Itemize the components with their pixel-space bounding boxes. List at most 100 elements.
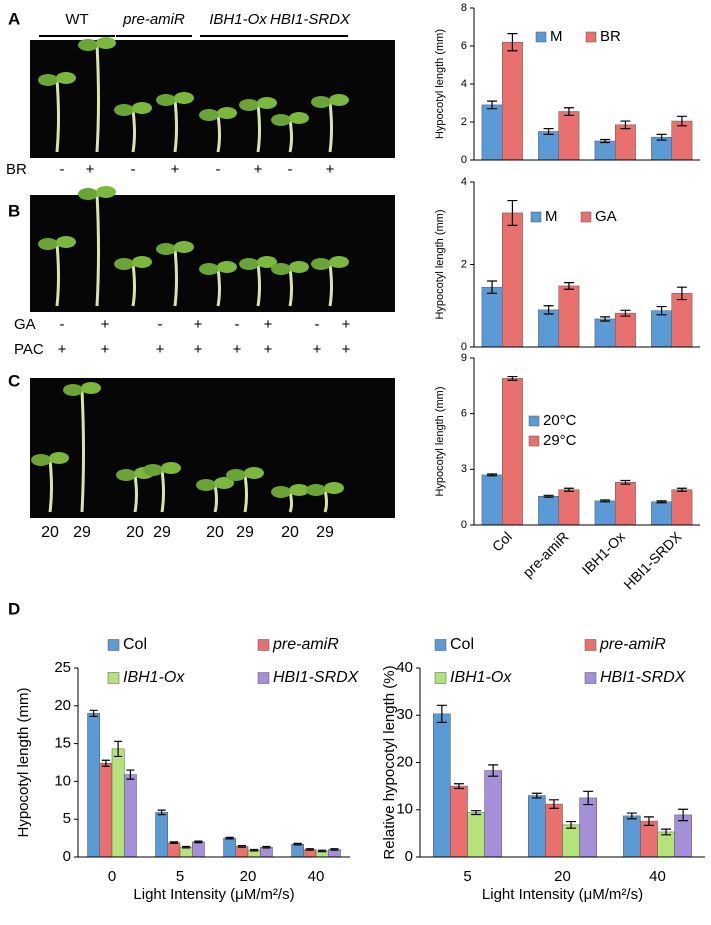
seedling-stem [256, 263, 261, 307]
seedling-stem [55, 79, 60, 153]
cotyledon [132, 256, 152, 268]
legend-label: IBH1-Ox [450, 669, 512, 686]
y-tick-label: 4 [461, 176, 467, 188]
treatment-mark: - [315, 316, 320, 333]
bar [502, 212, 523, 348]
treatment-mark: + [171, 161, 180, 178]
y-tick-label: 10 [54, 772, 71, 789]
seedling-stem [131, 263, 136, 307]
bar [538, 309, 559, 348]
error-bar [293, 842, 302, 846]
bar [291, 843, 305, 858]
bar [87, 713, 101, 858]
error-bar [656, 133, 667, 141]
bar [481, 286, 503, 348]
y-axis-label: Relative hypocotyl length (%) [381, 665, 398, 859]
error-bar [318, 849, 327, 853]
cotyledon [156, 94, 176, 106]
error-bar [487, 100, 498, 110]
legend-swatch [580, 211, 592, 223]
y-tick-label: 5 [63, 810, 71, 827]
cotyledon [63, 384, 83, 396]
bar [484, 770, 502, 858]
x-tick-label: IBH1-Ox [579, 528, 628, 577]
bar [562, 824, 580, 858]
treatment-mark: + [313, 341, 322, 358]
treatment-mark: + [254, 161, 263, 178]
bar [671, 293, 693, 348]
cotyledon [214, 477, 234, 489]
legend-label: Col [123, 636, 147, 653]
cotyledon [289, 112, 309, 124]
legend-swatch [434, 672, 447, 684]
error-bar [678, 808, 689, 822]
treatment-mark: - [158, 316, 163, 333]
temperature-label: 20 [281, 524, 299, 541]
cotyledon [329, 94, 349, 106]
error-bar [563, 487, 574, 492]
y-axis-label: Hypocotyl length (mm) [434, 386, 446, 496]
cotyledon [306, 484, 326, 496]
cotyledon [239, 99, 259, 111]
legend-swatch [528, 435, 540, 447]
legend-label: HBI1-SRDX [600, 669, 687, 686]
error-bar [487, 280, 498, 294]
treatment-mark: + [101, 316, 110, 333]
bar [167, 842, 181, 858]
y-tick-label: 10 [396, 801, 413, 818]
bar [651, 310, 672, 348]
bar [259, 846, 273, 858]
cotyledon [81, 382, 101, 394]
cotyledon [38, 74, 58, 86]
bar [99, 763, 113, 858]
bar [671, 120, 693, 161]
panel-label: C [8, 371, 20, 390]
legend-swatch [107, 639, 120, 651]
error-bar [488, 764, 499, 777]
y-tick-label: 2 [461, 116, 467, 128]
treatment-mark: + [342, 341, 351, 358]
error-bar [237, 845, 246, 848]
error-bar [157, 809, 166, 816]
cotyledon [239, 258, 259, 270]
treatment-mark: - [235, 316, 240, 333]
seedling-stem [288, 268, 293, 307]
error-bar [676, 286, 687, 301]
cotyledon [199, 263, 219, 275]
panel-label: B [8, 201, 20, 220]
cotyledon [96, 186, 116, 198]
bar [481, 474, 503, 526]
treatment-label: BR [6, 161, 27, 178]
temperature-label: 29 [316, 524, 334, 541]
bar [481, 104, 503, 161]
cotyledon [196, 479, 216, 491]
x-tick-label: 40 [649, 868, 666, 885]
treatment-mark: - [288, 161, 293, 178]
treatment-mark: + [194, 316, 203, 333]
photo [30, 378, 395, 518]
bar [594, 500, 616, 526]
seedling-stem [173, 99, 178, 153]
y-tick-label: 6 [461, 40, 467, 52]
error-bar [487, 473, 498, 477]
y-tick-label: 6 [461, 408, 467, 420]
error-bar [436, 704, 447, 723]
seedling-stem [173, 248, 178, 307]
y-tick-label: 20 [54, 697, 71, 714]
error-bar [548, 799, 559, 809]
error-bar [661, 828, 672, 836]
x-axis-label: Light Intensity (μM/m²/s) [133, 886, 294, 903]
error-bar [182, 845, 191, 849]
legend-swatch [257, 672, 270, 684]
error-bar [656, 500, 667, 504]
legend-swatch [585, 31, 597, 43]
treatment-mark: - [60, 316, 65, 333]
genotype-label: pre-amiR [122, 11, 185, 28]
error-bar [620, 479, 631, 485]
legend-label: HBI1-SRDX [273, 669, 360, 686]
seedling-stem [216, 268, 221, 307]
seedling-stem [55, 243, 60, 307]
bar [502, 378, 523, 526]
seedling-stem [328, 263, 333, 307]
